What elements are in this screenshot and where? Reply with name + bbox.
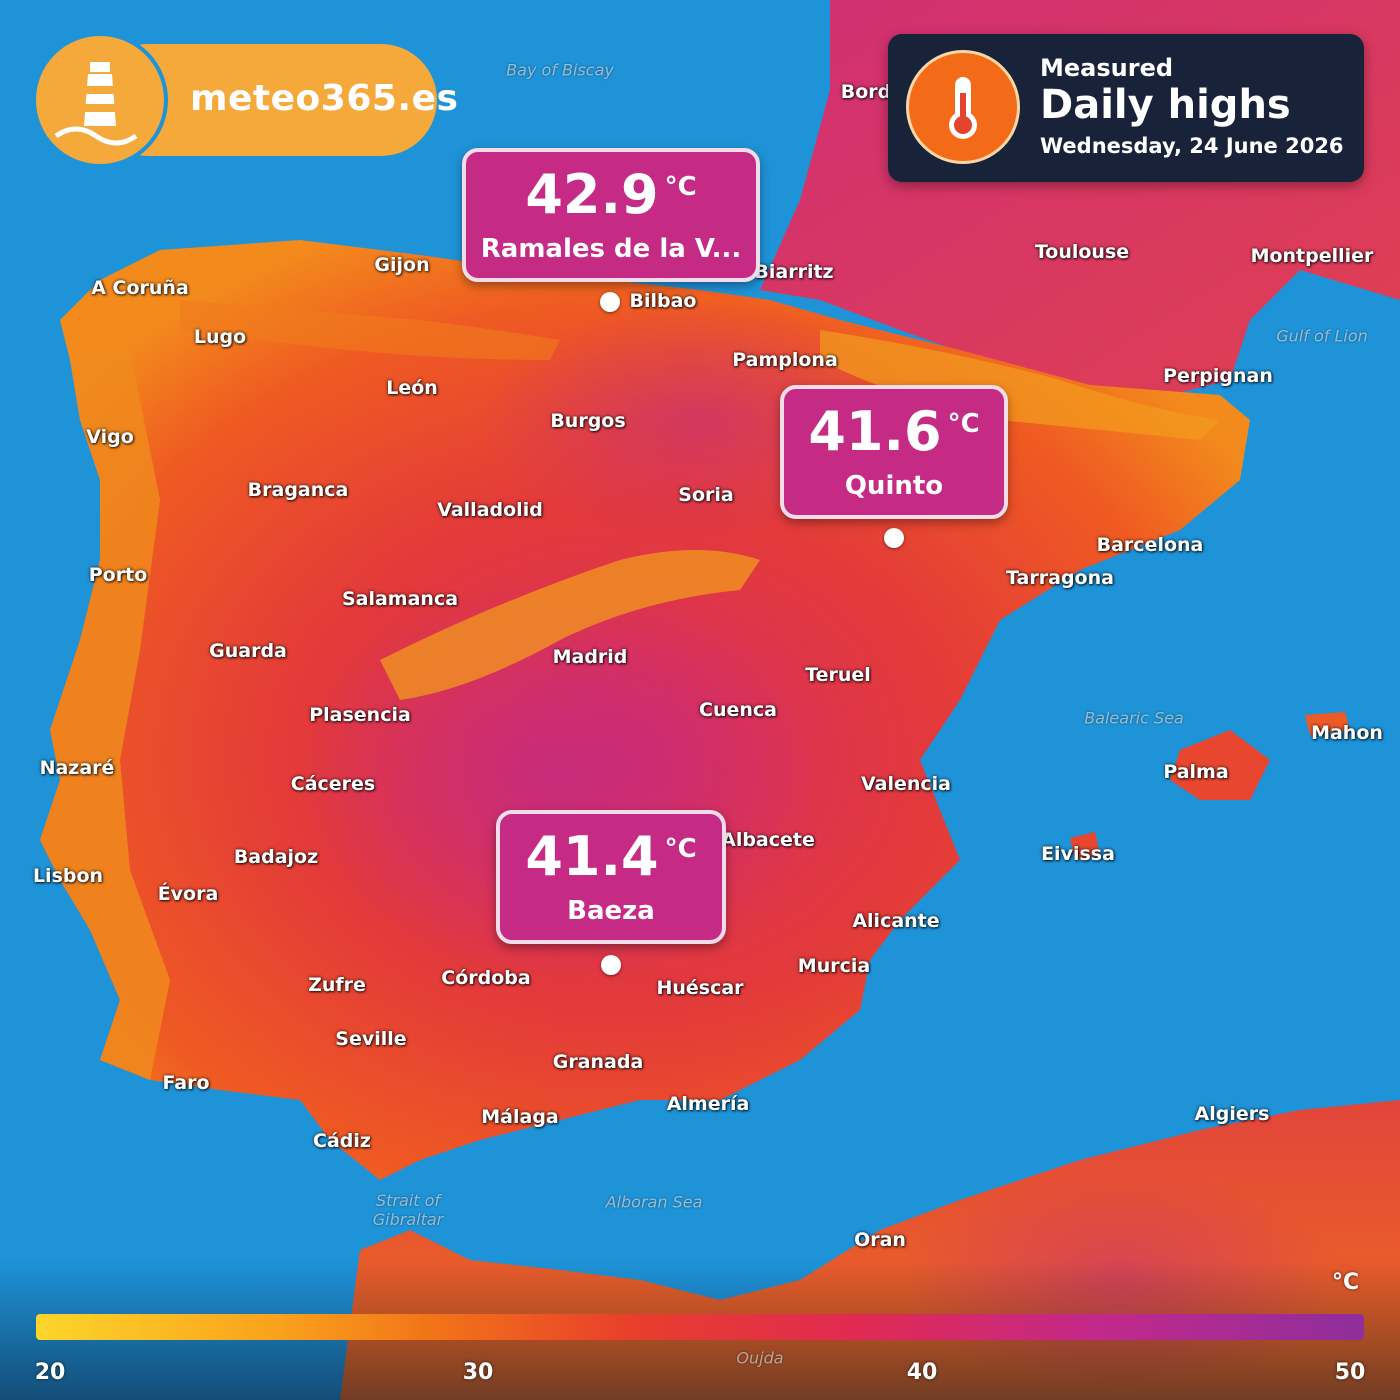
- city-label: Cáceres: [290, 773, 376, 795]
- city-label: Eivissa: [1041, 843, 1115, 865]
- city-label: Valencia: [860, 773, 952, 795]
- city-label: Málaga: [481, 1106, 559, 1128]
- cantabrian-band: [180, 300, 560, 360]
- city-label: Zufre: [308, 974, 366, 996]
- city-label: Granada: [552, 1051, 644, 1073]
- sea-label: Bay of Biscay: [506, 60, 614, 80]
- city-label: Guarda: [209, 640, 287, 662]
- city-label: Gijon: [374, 254, 430, 276]
- city-label: Teruel: [805, 664, 871, 686]
- page-title: Daily highs: [1040, 82, 1291, 128]
- city-label: Seville: [335, 1028, 407, 1050]
- city-label: Soria: [678, 484, 734, 506]
- city-label: Valladolid: [437, 499, 543, 521]
- ibiza-island: [1070, 832, 1100, 860]
- sea-label: Strait of Gibraltar: [372, 1191, 444, 1229]
- menorca-island: [1305, 712, 1350, 735]
- city-label: Barcelona: [1096, 534, 1204, 556]
- city-label: Burgos: [550, 410, 626, 432]
- city-label: Albacete: [721, 829, 815, 851]
- city-label: Évora: [157, 883, 219, 905]
- legend-unit: °C: [1332, 1270, 1360, 1295]
- city-label: Braganca: [247, 479, 349, 501]
- portugal-coast-band: [40, 350, 170, 1080]
- station-name: Ramales de la V...: [480, 234, 742, 264]
- city-label: Montpellier: [1250, 245, 1374, 267]
- legend-tick: 20: [34, 1360, 66, 1385]
- thermometer-icon: [906, 50, 1020, 164]
- temperature-unit: °C: [664, 834, 697, 864]
- temperature-unit: °C: [947, 409, 980, 439]
- lighthouse-icon: [32, 32, 168, 168]
- city-label: Madrid: [552, 646, 628, 668]
- city-label: León: [386, 377, 438, 399]
- color-scale-bar: [36, 1314, 1364, 1340]
- city-label: Lisbon: [32, 865, 104, 887]
- city-label: Cuenca: [699, 699, 777, 721]
- title-label: Measured: [1040, 54, 1174, 82]
- station-name: Quinto: [844, 471, 944, 501]
- legend-tick: 30: [462, 1360, 494, 1385]
- city-label: Mahon: [1311, 722, 1383, 744]
- city-label: Oran: [854, 1229, 906, 1251]
- temperature-value: 42.9: [525, 163, 659, 226]
- temperature-callout[interactable]: 42.9 °C Ramales de la V...: [462, 148, 760, 282]
- city-label: Perpignan: [1163, 365, 1273, 387]
- station-marker[interactable]: [601, 955, 621, 975]
- city-label: Badajoz: [233, 846, 319, 868]
- temperature-value: 41.6: [808, 400, 942, 463]
- city-label: Nazaré: [39, 757, 115, 779]
- station-marker[interactable]: [600, 292, 620, 312]
- central-range-band: [380, 550, 760, 700]
- city-label: Tarragona: [1006, 567, 1114, 589]
- temperature-callout[interactable]: 41.6 °C Quinto: [780, 385, 1008, 519]
- sea-label: Oujda: [736, 1348, 784, 1368]
- city-label: Bilbao: [629, 290, 697, 312]
- sea-label: Balearic Sea: [1084, 708, 1184, 728]
- city-label: Almería: [666, 1093, 750, 1115]
- city-label: Biarritz: [754, 261, 834, 283]
- legend-tick: 50: [1334, 1360, 1366, 1385]
- date-label: Wednesday, 24 June 2026: [1040, 134, 1344, 158]
- city-label: Algiers: [1194, 1103, 1270, 1125]
- brand-name: meteo365.es: [190, 78, 459, 119]
- city-label: Toulouse: [1034, 241, 1130, 263]
- city-label: Cádiz: [313, 1130, 371, 1152]
- temperature-callout[interactable]: 41.4 °C Baeza: [496, 810, 726, 944]
- sea-label: Alboran Sea: [605, 1192, 703, 1212]
- city-label: Alicante: [852, 910, 940, 932]
- city-label: Palma: [1163, 761, 1229, 783]
- city-label: Salamanca: [341, 588, 459, 610]
- city-label: Porto: [88, 564, 148, 586]
- sea-label: Gulf of Lion: [1276, 326, 1368, 346]
- temperature-unit: °C: [664, 172, 697, 202]
- city-label: Lugo: [193, 326, 247, 348]
- station-marker[interactable]: [884, 528, 904, 548]
- city-label: Faro: [162, 1072, 210, 1094]
- city-label: A Coruña: [91, 277, 189, 299]
- station-name: Baeza: [567, 896, 655, 926]
- city-label: Plasencia: [309, 704, 411, 726]
- title-panel: Measured Daily highs Wednesday, 24 June …: [888, 34, 1364, 182]
- city-label: Huéscar: [656, 977, 744, 999]
- legend-tick: 40: [906, 1360, 938, 1385]
- city-label: Murcia: [797, 955, 871, 977]
- city-label: Vigo: [86, 426, 134, 448]
- city-label: Córdoba: [441, 967, 531, 989]
- mallorca-island: [1170, 730, 1270, 800]
- city-label: Bord: [840, 81, 892, 103]
- pyrenees-band: [820, 330, 1220, 440]
- city-label: Pamplona: [732, 349, 838, 371]
- temperature-value: 41.4: [525, 825, 659, 888]
